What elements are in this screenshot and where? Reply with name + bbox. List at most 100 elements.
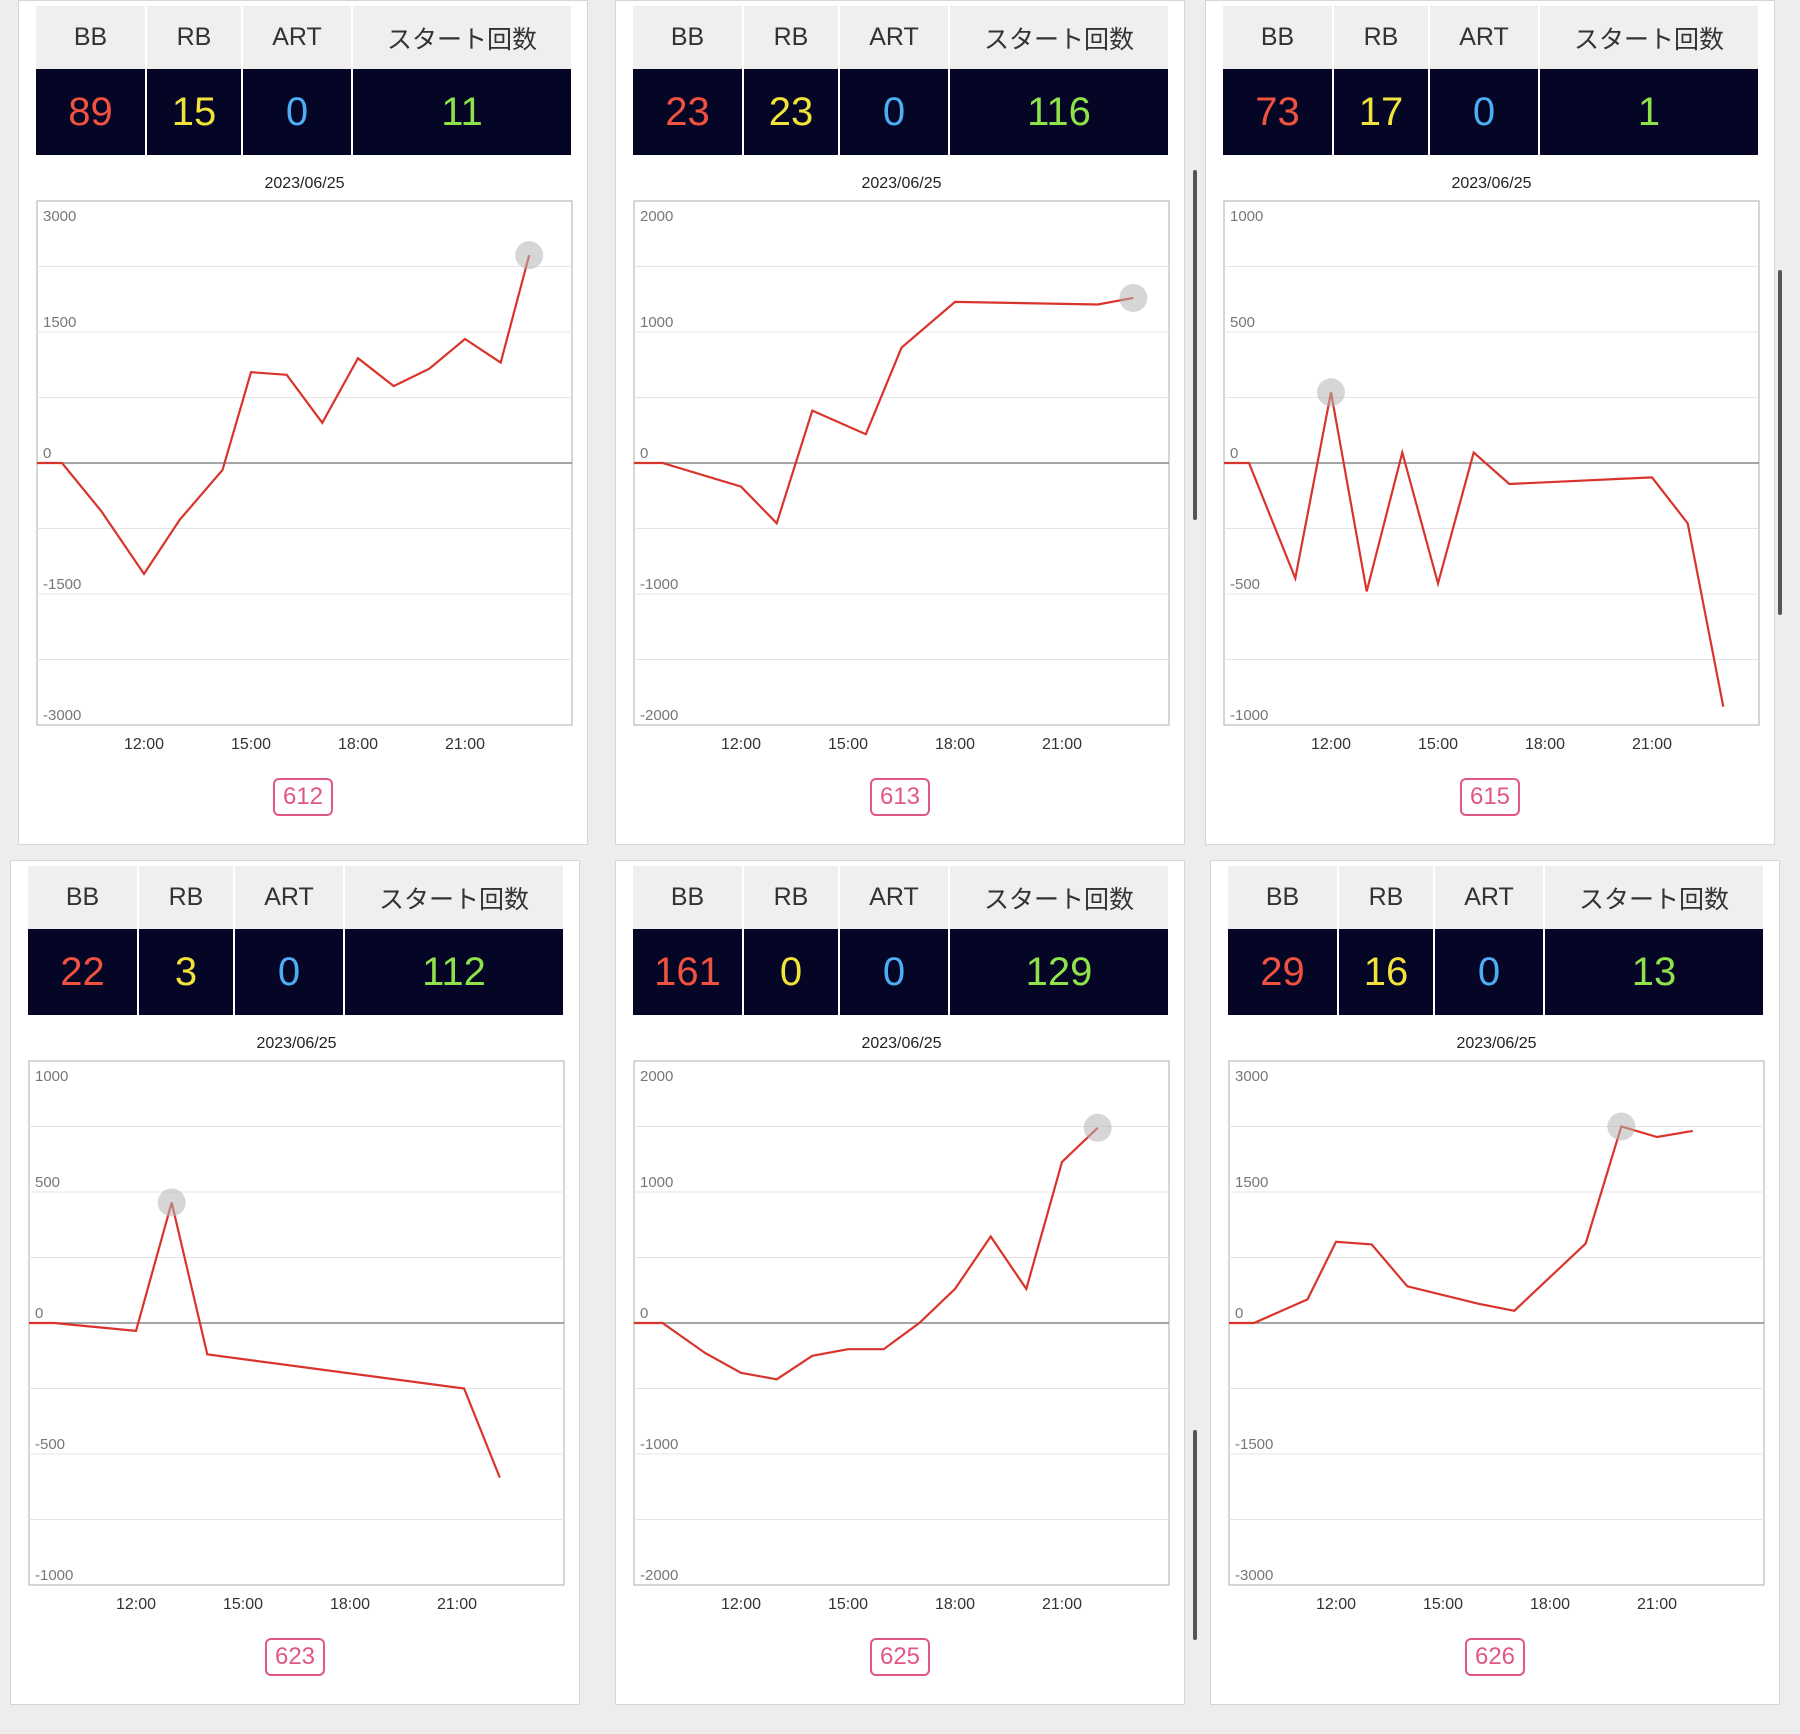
scrollbar[interactable] <box>1778 270 1782 615</box>
header-art: ART <box>1434 866 1545 929</box>
x-tick-label: 15:00 <box>1423 1596 1463 1613</box>
header-art: ART <box>1429 6 1540 69</box>
x-tick-label: 18:00 <box>935 736 975 753</box>
y-tick-label: 3000 <box>1235 1068 1268 1085</box>
value-art: 0 <box>1434 929 1545 1015</box>
machine-card-613: BB RB ART スタート回数 23 23 0 116 2023/06/25 2000 1000 0… <box>615 0 1185 845</box>
chart-date: 2023/06/25 <box>1451 175 1531 192</box>
header-art: ART <box>242 6 353 69</box>
machine-card-615: BB RB ART スタート回数 73 17 0 1 2023/06/25 1000 500 0 -50… <box>1205 0 1775 845</box>
x-tick-label: 15:00 <box>231 736 271 753</box>
y-tick-label: 2000 <box>640 1068 673 1085</box>
chart-date: 2023/06/25 <box>256 1035 336 1052</box>
x-tick-label: 21:00 <box>1632 736 1672 753</box>
y-tick-label: 500 <box>35 1174 60 1191</box>
x-tick-label: 15:00 <box>828 1596 868 1613</box>
header-start: スタート回数 <box>352 6 571 69</box>
value-bb: 73 <box>1223 69 1334 155</box>
chart-date: 2023/06/25 <box>1456 1035 1536 1052</box>
y-tick-label: 1000 <box>640 1174 673 1191</box>
machine-number-button[interactable]: 613 <box>869 778 931 816</box>
y-tick-label: 3000 <box>43 208 76 225</box>
series-line <box>634 1127 1099 1381</box>
y-tick-label: 0 <box>1230 445 1238 462</box>
y-tick-label: 1500 <box>43 314 76 331</box>
value-start: 112 <box>344 929 563 1015</box>
x-tick-label: 12:00 <box>124 736 164 753</box>
line-chart: 2023/06/25 1000 500 0 -500 -1000 12:00 15:00 18:… <box>1223 175 1760 753</box>
header-rb: RB <box>743 866 840 929</box>
stats-table: BB RB ART スタート回数 89 15 0 11 <box>36 6 571 155</box>
peak-marker <box>1607 1112 1636 1141</box>
y-tick-label: 500 <box>1230 314 1255 331</box>
chart-date: 2023/06/25 <box>861 1035 941 1052</box>
machine-number-button[interactable]: 612 <box>272 778 334 816</box>
scrollbar[interactable] <box>1193 170 1197 520</box>
y-tick-label: -1000 <box>1230 707 1268 724</box>
value-bb: 89 <box>36 69 147 155</box>
header-start: スタート回数 <box>1544 866 1763 929</box>
series-line <box>634 296 1134 526</box>
stats-table: BB RB ART スタート回数 29 16 0 13 <box>1228 866 1763 1015</box>
header-bb: BB <box>1228 866 1339 929</box>
value-rb: 0 <box>743 929 840 1015</box>
header-start: スタート回数 <box>949 6 1168 69</box>
line-chart: 2023/06/25 2000 1000 0 -1000 -2000 12:00 15:00 1… <box>633 1035 1170 1613</box>
header-bb: BB <box>1223 6 1334 69</box>
x-tick-label: 12:00 <box>721 1596 761 1613</box>
y-tick-label: 0 <box>1235 1305 1243 1322</box>
value-bb: 29 <box>1228 929 1339 1015</box>
x-tick-label: 21:00 <box>445 736 485 753</box>
header-art: ART <box>234 866 345 929</box>
y-tick-label: 0 <box>640 445 648 462</box>
value-rb: 23 <box>743 69 840 155</box>
x-tick-label: 21:00 <box>1042 736 1082 753</box>
y-tick-label: -2000 <box>640 1567 678 1584</box>
scrollbar[interactable] <box>1193 1430 1197 1640</box>
machine-number-button[interactable]: 623 <box>264 1638 326 1676</box>
y-tick-label: 0 <box>35 1305 43 1322</box>
y-tick-label: -500 <box>1230 576 1260 593</box>
x-tick-label: 15:00 <box>828 736 868 753</box>
series-line <box>37 254 531 576</box>
x-tick-label: 12:00 <box>1311 736 1351 753</box>
peak-marker <box>1119 283 1148 312</box>
header-start: スタート回数 <box>344 866 563 929</box>
value-rb: 3 <box>138 929 235 1015</box>
machine-number-button[interactable]: 626 <box>1464 1638 1526 1676</box>
series-line <box>1224 392 1725 707</box>
stats-table: BB RB ART スタート回数 22 3 0 112 <box>28 866 563 1015</box>
x-tick-label: 18:00 <box>1525 736 1565 753</box>
line-chart: 2023/06/25 3000 1500 0 -1500 -3000 12:00 15:00 1… <box>36 175 573 753</box>
header-bb: BB <box>633 6 744 69</box>
value-rb: 16 <box>1338 929 1435 1015</box>
stats-table: BB RB ART スタート回数 161 0 0 129 <box>633 866 1168 1015</box>
value-art: 0 <box>234 929 345 1015</box>
x-tick-label: 12:00 <box>116 1596 156 1613</box>
machine-number-button[interactable]: 625 <box>869 1638 931 1676</box>
peak-marker <box>1317 378 1345 407</box>
x-tick-label: 12:00 <box>721 736 761 753</box>
value-start: 129 <box>949 929 1168 1015</box>
y-tick-label: 1500 <box>1235 1174 1268 1191</box>
y-tick-label: -3000 <box>43 707 81 724</box>
y-tick-label: 1000 <box>640 314 673 331</box>
header-rb: RB <box>146 6 243 69</box>
machine-card-626: BB RB ART スタート回数 29 16 0 13 2023/06/25 3000 1500 0-… <box>1210 860 1780 1705</box>
chart-date: 2023/06/25 <box>861 175 941 192</box>
peak-marker <box>1083 1113 1112 1142</box>
y-tick-label: -1000 <box>35 1567 73 1584</box>
machine-card-625: BB RB ART スタート回数 161 0 0 129 2023/06/25 2000 1000 0… <box>615 860 1185 1705</box>
line-chart: 2023/06/25 2000 1000 0 -1000 -2000 12:00 15:00 1… <box>633 175 1170 753</box>
value-art: 0 <box>839 929 950 1015</box>
y-tick-label: 2000 <box>640 208 673 225</box>
x-tick-label: 12:00 <box>1316 1596 1356 1613</box>
machine-number-button[interactable]: 615 <box>1459 778 1521 816</box>
y-tick-label: 1000 <box>35 1068 68 1085</box>
y-tick-label: -1500 <box>43 576 81 593</box>
line-chart: 2023/06/25 1000 500 0 -500 -1000 12:00 15:00 18:… <box>28 1035 565 1613</box>
value-start: 116 <box>949 69 1168 155</box>
y-tick-label: -2000 <box>640 707 678 724</box>
value-start: 11 <box>352 69 571 155</box>
value-rb: 15 <box>146 69 243 155</box>
